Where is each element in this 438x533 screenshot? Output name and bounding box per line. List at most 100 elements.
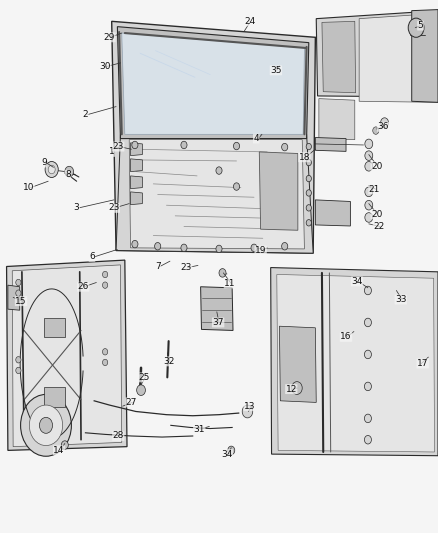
Circle shape (102, 349, 108, 355)
Text: 32: 32 (163, 357, 174, 366)
Circle shape (306, 143, 311, 150)
Circle shape (373, 127, 379, 134)
Circle shape (306, 220, 311, 226)
Polygon shape (319, 99, 355, 140)
Polygon shape (117, 27, 309, 139)
Circle shape (102, 271, 108, 278)
Text: 14: 14 (53, 446, 65, 455)
Circle shape (242, 405, 253, 418)
Text: 35: 35 (270, 66, 282, 75)
Circle shape (306, 175, 311, 182)
Circle shape (365, 200, 373, 210)
Polygon shape (131, 176, 142, 189)
Polygon shape (12, 265, 122, 447)
Polygon shape (8, 285, 20, 310)
Circle shape (181, 244, 187, 252)
Polygon shape (44, 318, 65, 337)
Polygon shape (131, 192, 142, 205)
Text: 7: 7 (155, 262, 161, 271)
Circle shape (233, 142, 240, 150)
Polygon shape (122, 33, 304, 134)
Text: 29: 29 (104, 33, 115, 42)
Circle shape (364, 382, 371, 391)
Circle shape (216, 245, 222, 253)
Polygon shape (279, 326, 316, 402)
Text: 23: 23 (113, 142, 124, 151)
Polygon shape (131, 143, 142, 156)
Text: 6: 6 (89, 253, 95, 261)
Text: 36: 36 (378, 123, 389, 131)
Polygon shape (316, 11, 438, 97)
Circle shape (364, 286, 371, 295)
Text: 23: 23 (180, 263, 192, 272)
Text: 28: 28 (113, 432, 124, 440)
Polygon shape (201, 287, 233, 330)
Polygon shape (7, 260, 127, 450)
Circle shape (306, 205, 311, 211)
Circle shape (21, 394, 71, 456)
Text: 22: 22 (373, 222, 385, 231)
Circle shape (48, 165, 55, 174)
Circle shape (16, 367, 21, 374)
Text: 2: 2 (83, 110, 88, 119)
Text: 25: 25 (139, 373, 150, 382)
Circle shape (364, 318, 371, 327)
Circle shape (102, 282, 108, 288)
Circle shape (364, 350, 371, 359)
Text: 33: 33 (395, 295, 406, 304)
Text: 12: 12 (286, 385, 297, 393)
Circle shape (282, 143, 288, 151)
Text: 3: 3 (74, 204, 80, 212)
Circle shape (251, 244, 257, 252)
Circle shape (282, 243, 288, 250)
Circle shape (45, 161, 58, 177)
Text: 26: 26 (78, 282, 89, 291)
Circle shape (181, 141, 187, 149)
Circle shape (16, 357, 21, 363)
Circle shape (39, 417, 53, 433)
Circle shape (365, 151, 373, 160)
Polygon shape (129, 140, 304, 249)
Circle shape (292, 382, 302, 394)
Polygon shape (359, 13, 438, 102)
Circle shape (233, 183, 240, 190)
Circle shape (155, 243, 161, 250)
Circle shape (216, 167, 222, 174)
Circle shape (16, 279, 21, 286)
Text: 34: 34 (351, 277, 363, 286)
Polygon shape (116, 134, 313, 253)
Circle shape (228, 446, 235, 455)
Polygon shape (315, 200, 350, 226)
Text: 19: 19 (255, 246, 266, 255)
Circle shape (365, 161, 373, 171)
Circle shape (408, 18, 424, 37)
Text: 27: 27 (126, 398, 137, 407)
Polygon shape (315, 138, 346, 151)
Polygon shape (277, 274, 434, 452)
Text: 4: 4 (254, 134, 259, 143)
Text: 1: 1 (109, 148, 115, 156)
Text: 31: 31 (194, 425, 205, 433)
Text: 9: 9 (41, 158, 47, 167)
Text: 18: 18 (299, 153, 310, 161)
Circle shape (29, 405, 63, 446)
Circle shape (137, 385, 145, 395)
Circle shape (16, 290, 21, 296)
Circle shape (61, 441, 68, 449)
Circle shape (365, 213, 373, 222)
Text: 20: 20 (371, 210, 382, 219)
Circle shape (364, 414, 371, 423)
Polygon shape (412, 10, 438, 102)
Text: 15: 15 (15, 297, 27, 305)
Text: 34: 34 (221, 450, 233, 458)
Text: 16: 16 (340, 333, 352, 341)
Text: 37: 37 (212, 318, 224, 327)
Text: 10: 10 (23, 183, 34, 192)
Text: 11: 11 (224, 279, 236, 288)
Circle shape (65, 166, 74, 177)
Polygon shape (44, 387, 65, 407)
Circle shape (364, 435, 371, 444)
Polygon shape (271, 268, 438, 456)
Text: 24: 24 (244, 17, 255, 26)
Text: 8: 8 (65, 171, 71, 179)
